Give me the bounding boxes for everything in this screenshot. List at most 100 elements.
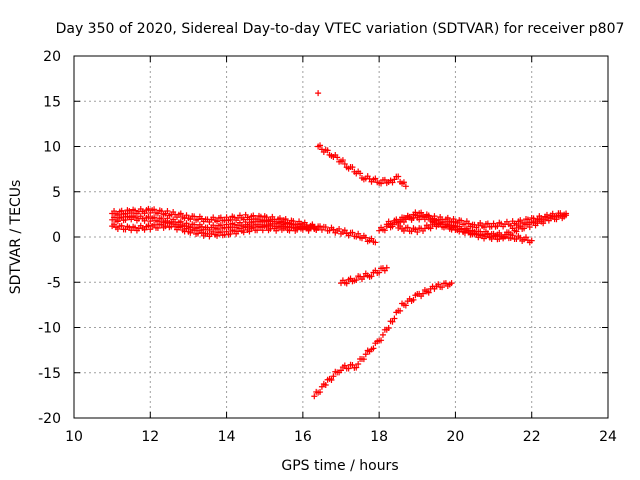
track-3-point [198, 229, 205, 236]
track-3-point [240, 229, 247, 236]
track-1-point [191, 213, 198, 220]
track-5-point [484, 220, 491, 227]
track-7-point [431, 219, 438, 226]
track-7-point [463, 225, 470, 232]
track-9-point [378, 337, 385, 344]
track-3-point [118, 222, 125, 229]
track-2-point [341, 227, 348, 234]
track-1-point [151, 206, 158, 213]
track-3-point [122, 226, 129, 233]
track-8-point [360, 273, 367, 280]
x-tick-label: 24 [599, 429, 617, 445]
track-2-point [263, 218, 270, 225]
track-6-point [540, 220, 547, 227]
track-3-point [183, 225, 190, 232]
y-tick-label: -15 [38, 366, 61, 382]
track-2-point [183, 220, 190, 227]
track-7-point [408, 228, 415, 235]
track-3-point [141, 226, 148, 233]
x-axis-label: GPS time / hours [281, 458, 398, 474]
track-9-point [328, 377, 335, 384]
track-8-point [343, 280, 350, 287]
track-3-point [217, 228, 224, 235]
track-3-point [250, 224, 257, 231]
track-7-point [503, 231, 510, 238]
track-4-point [402, 183, 409, 190]
track-1-point [154, 210, 161, 217]
track-3-point [282, 223, 289, 230]
track-7-point [496, 229, 503, 236]
track-3-point [290, 224, 297, 231]
y-tick-label: -20 [38, 411, 61, 427]
track-2-point [122, 216, 129, 223]
track-2-point [368, 235, 375, 242]
track-8-point [376, 269, 383, 276]
track-9-point [362, 351, 369, 358]
track-1-point [223, 214, 230, 221]
track-7-point [517, 234, 524, 241]
track-3-point [214, 232, 221, 239]
track-7-point [437, 220, 444, 227]
track-3-point [227, 230, 234, 237]
y-axis-label: SDTVAR / TECUs [8, 180, 24, 295]
track-8-point [383, 264, 390, 271]
track-6-point [420, 212, 427, 219]
track-1-point [128, 210, 135, 217]
track-3-point [315, 224, 322, 231]
y-tick-label: -10 [38, 321, 61, 337]
outlier-point [315, 90, 322, 97]
track-9-point [338, 367, 344, 374]
track-7-point [444, 222, 451, 229]
track-7-point [469, 227, 476, 234]
track-1-point [158, 208, 165, 215]
track-2-point [158, 215, 165, 222]
track-9-point [402, 302, 409, 309]
track-6-point [416, 216, 423, 223]
track-3-point [286, 227, 293, 234]
track-1-point [217, 214, 224, 221]
track-3-point [259, 227, 266, 234]
track-1-point [227, 216, 234, 223]
track-4-point [395, 173, 402, 180]
track-4-point [334, 154, 341, 161]
track-6-point [521, 225, 528, 232]
track-3-point [162, 223, 169, 230]
track-6-point [513, 228, 520, 235]
track-3-point [147, 226, 154, 233]
track-9-point [322, 382, 329, 389]
track-2-point [257, 218, 264, 225]
track-5-point [376, 227, 383, 234]
track-7-point [440, 224, 447, 231]
track-3-point [257, 224, 264, 231]
track-6-point [534, 220, 541, 227]
x-tick-label: 16 [294, 429, 312, 445]
track-3-point [246, 228, 253, 235]
track-3-point [254, 227, 261, 234]
track-4-point [378, 180, 385, 187]
track-2-point [362, 234, 369, 241]
track-9-point [353, 364, 360, 371]
track-3-point [223, 228, 230, 235]
track-4-point [324, 147, 331, 154]
track-4-point [372, 175, 379, 182]
track-9-point [330, 373, 337, 380]
track-2-point [250, 218, 257, 225]
track-2-point [214, 226, 221, 233]
y-tick-label: 10 [43, 140, 61, 156]
track-6-point [402, 216, 409, 223]
track-2-point [217, 221, 224, 228]
track-6-point [526, 224, 533, 231]
track-9-point [370, 345, 377, 352]
track-1-point [145, 205, 152, 212]
x-tick-label: 12 [141, 429, 159, 445]
track-2-point [177, 218, 184, 225]
track-3-point [294, 226, 301, 233]
track-9-point [397, 307, 404, 314]
track-8-point [353, 277, 360, 284]
x-tick-label: 14 [218, 429, 236, 445]
track-9-point [410, 296, 417, 303]
y-tick-label: 15 [43, 94, 61, 110]
track-2-point [227, 224, 234, 231]
track-1-point [250, 212, 257, 219]
